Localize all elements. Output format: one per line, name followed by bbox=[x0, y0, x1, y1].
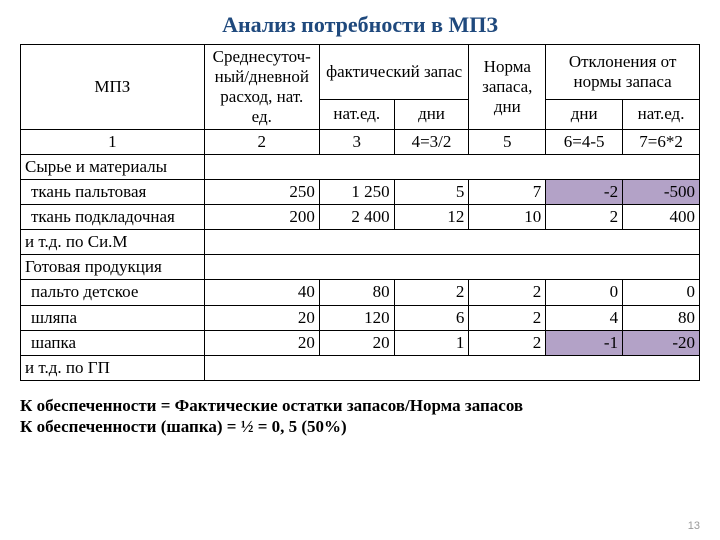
cell: 7 bbox=[469, 180, 546, 205]
th-c3: нат.ед. bbox=[319, 99, 394, 129]
blank-cells bbox=[204, 255, 699, 280]
nr-c1: 1 bbox=[21, 130, 205, 155]
cell-hi: -2 bbox=[546, 180, 623, 205]
th-c5: Норма запаса, дни bbox=[469, 45, 546, 130]
row-lbl: и т.д. по Си.М bbox=[21, 230, 205, 255]
row-lbl: пальто детское bbox=[21, 280, 205, 305]
cell: 20 bbox=[204, 330, 319, 355]
cell: 1 250 bbox=[319, 180, 394, 205]
th-mpz: МПЗ bbox=[21, 45, 205, 130]
nr-c6: 6=4-5 bbox=[546, 130, 623, 155]
th-c4: дни bbox=[394, 99, 469, 129]
page-number: 13 bbox=[688, 520, 700, 532]
page-title: Анализ потребности в МПЗ bbox=[20, 12, 700, 38]
cell: 0 bbox=[623, 280, 700, 305]
cell: 20 bbox=[319, 330, 394, 355]
th-c7: нат.ед. bbox=[623, 99, 700, 129]
cell: 2 bbox=[469, 330, 546, 355]
table-row: ткань пальтовая 250 1 250 5 7 -2 -500 bbox=[21, 180, 700, 205]
cell: 400 bbox=[623, 205, 700, 230]
row-lbl: ткань подкладочная bbox=[21, 205, 205, 230]
row-lbl: шляпа bbox=[21, 305, 205, 330]
nr-c3: 3 bbox=[319, 130, 394, 155]
num-row: 1 2 3 4=3/2 5 6=4-5 7=6*2 bbox=[21, 130, 700, 155]
nr-c2: 2 bbox=[204, 130, 319, 155]
th-dev: Отклонения от нормы запаса bbox=[546, 45, 700, 100]
cell: 2 bbox=[546, 205, 623, 230]
cell-hi: -500 bbox=[623, 180, 700, 205]
cell-hi: -1 bbox=[546, 330, 623, 355]
nr-c5: 5 bbox=[469, 130, 546, 155]
th-c6: дни bbox=[546, 99, 623, 129]
table-row: Сырье и материалы bbox=[21, 155, 700, 180]
table-row: и т.д. по Си.М bbox=[21, 230, 700, 255]
footer-block: К обеспеченности = Фактические остатки з… bbox=[20, 395, 700, 438]
cell: 0 bbox=[546, 280, 623, 305]
cell: 10 bbox=[469, 205, 546, 230]
row-lbl: Сырье и материалы bbox=[21, 155, 205, 180]
cell: 20 bbox=[204, 305, 319, 330]
cell: 80 bbox=[319, 280, 394, 305]
th-fact: фактический запас bbox=[319, 45, 468, 100]
table-row: шапка 20 20 1 2 -1 -20 bbox=[21, 330, 700, 355]
th-fact-top: фактический запас bbox=[326, 62, 462, 81]
cell: 2 400 bbox=[319, 205, 394, 230]
table-row: ткань подкладочная 200 2 400 12 10 2 400 bbox=[21, 205, 700, 230]
cell: 6 bbox=[394, 305, 469, 330]
cell: 40 bbox=[204, 280, 319, 305]
cell: 120 bbox=[319, 305, 394, 330]
header-row-1: МПЗ Среднесуточ-ный/дневной расход, нат.… bbox=[21, 45, 700, 100]
th-dev-top: Отклонения от нормы запаса bbox=[569, 52, 677, 91]
cell: 4 bbox=[546, 305, 623, 330]
cell: 250 bbox=[204, 180, 319, 205]
th-c2: Среднесуточ-ный/дневной расход, нат. ед. bbox=[204, 45, 319, 130]
cell: 2 bbox=[469, 305, 546, 330]
nr-c4: 4=3/2 bbox=[394, 130, 469, 155]
cell-hi: -20 bbox=[623, 330, 700, 355]
row-lbl: и т.д. по ГП bbox=[21, 355, 205, 380]
table-row: шляпа 20 120 6 2 4 80 bbox=[21, 305, 700, 330]
row-lbl: шапка bbox=[21, 330, 205, 355]
cell: 2 bbox=[469, 280, 546, 305]
table-row: и т.д. по ГП bbox=[21, 355, 700, 380]
blank-cells bbox=[204, 230, 699, 255]
footer-line-1: К обеспеченности = Фактические остатки з… bbox=[20, 395, 700, 416]
row-lbl: Готовая продукция bbox=[21, 255, 205, 280]
row-lbl: ткань пальтовая bbox=[21, 180, 205, 205]
cell: 5 bbox=[394, 180, 469, 205]
blank-cells bbox=[204, 355, 699, 380]
cell: 1 bbox=[394, 330, 469, 355]
footer-line-2: К обеспеченности (шапка) = ½ = 0, 5 (50%… bbox=[20, 416, 700, 437]
cell: 12 bbox=[394, 205, 469, 230]
blank-cells bbox=[204, 155, 699, 180]
table-row: пальто детское 40 80 2 2 0 0 bbox=[21, 280, 700, 305]
table-row: Готовая продукция bbox=[21, 255, 700, 280]
nr-c7: 7=6*2 bbox=[623, 130, 700, 155]
mpz-table: МПЗ Среднесуточ-ный/дневной расход, нат.… bbox=[20, 44, 700, 381]
cell: 200 bbox=[204, 205, 319, 230]
cell: 2 bbox=[394, 280, 469, 305]
cell: 80 bbox=[623, 305, 700, 330]
